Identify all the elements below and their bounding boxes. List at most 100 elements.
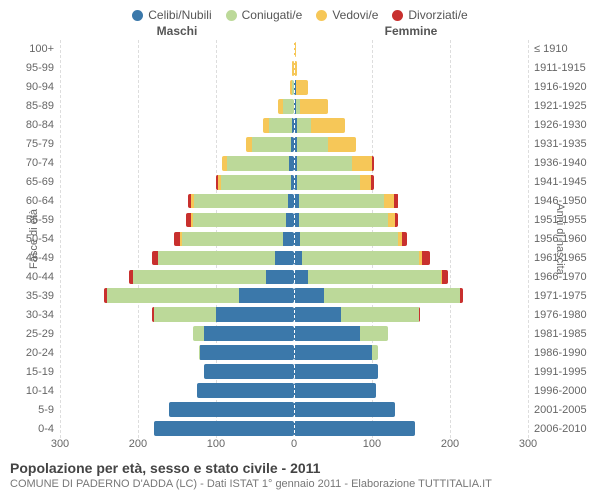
female-side xyxy=(294,362,528,381)
bar-segment xyxy=(294,402,395,417)
female-side xyxy=(294,286,528,305)
age-label: 85-89 xyxy=(10,100,60,112)
age-row: 15-191991-1995 xyxy=(10,362,590,381)
legend-item: Coniugati/e xyxy=(226,8,303,22)
bar-segment xyxy=(275,251,294,266)
female-side xyxy=(294,40,528,59)
female-side xyxy=(294,192,528,211)
female-bar xyxy=(294,80,308,95)
female-side xyxy=(294,305,528,324)
bar-segment xyxy=(221,175,291,190)
legend-swatch xyxy=(226,10,237,21)
bar-segment xyxy=(402,232,407,247)
age-label: 70-74 xyxy=(10,157,60,169)
bar-segment xyxy=(297,118,311,133)
bar-segment xyxy=(442,270,448,285)
female-bar xyxy=(294,402,395,417)
age-row: 75-79 1931-1935 xyxy=(10,135,590,154)
age-label: 95-99 xyxy=(10,62,60,74)
age-label: 65-69 xyxy=(10,176,60,188)
bar-segment xyxy=(300,232,397,247)
birth-year-label: 2001-2005 xyxy=(528,404,590,416)
male-side xyxy=(60,286,294,305)
bar-segment xyxy=(266,270,294,285)
bar-segment xyxy=(308,270,441,285)
y-axis-right-label: Anni di nascita xyxy=(554,203,566,275)
bar-segment xyxy=(302,251,419,266)
birth-year-label: 1916-1920 xyxy=(528,81,590,93)
bar-segment xyxy=(294,61,297,76)
male-bar xyxy=(129,270,294,285)
bar-segment xyxy=(193,326,205,341)
male-bar xyxy=(222,156,294,171)
female-side xyxy=(294,248,528,267)
male-bar xyxy=(152,251,294,266)
female-bar xyxy=(294,421,415,436)
age-label: 30-34 xyxy=(10,309,60,321)
male-side xyxy=(60,40,294,59)
bar-segment xyxy=(294,270,308,285)
bar-segment xyxy=(352,156,372,171)
female-bar xyxy=(294,118,345,133)
male-side xyxy=(60,135,294,154)
male-bar xyxy=(186,213,294,228)
bar-segment xyxy=(422,251,430,266)
bar-segment xyxy=(371,175,374,190)
female-bar xyxy=(294,175,374,190)
x-tick: 100 xyxy=(207,438,225,450)
x-tick: 300 xyxy=(519,438,537,450)
x-axis: 3002001000100200300 xyxy=(10,438,590,456)
age-row: 20-241986-1990 xyxy=(10,343,590,362)
female-bar xyxy=(294,383,376,398)
bar-segment xyxy=(294,421,415,436)
female-bar xyxy=(294,345,378,360)
male-bar xyxy=(199,345,294,360)
legend-swatch xyxy=(132,10,143,21)
bar-segment xyxy=(300,99,328,114)
male-bar xyxy=(204,364,294,379)
male-side xyxy=(60,248,294,267)
male-bar xyxy=(278,99,294,114)
male-side xyxy=(60,230,294,249)
male-side xyxy=(60,419,294,438)
female-side xyxy=(294,381,528,400)
bar-segment xyxy=(294,326,360,341)
male-bar xyxy=(193,326,294,341)
female-bar xyxy=(294,99,328,114)
female-side xyxy=(294,97,528,116)
chart-footer: Popolazione per età, sesso e stato civil… xyxy=(10,460,590,490)
birth-year-label: 1931-1935 xyxy=(528,138,590,150)
age-row: 45-491961-1965 xyxy=(10,248,590,267)
legend: Celibi/NubiliConiugati/eVedovi/eDivorzia… xyxy=(10,8,590,22)
birth-year-label: 1991-1995 xyxy=(528,366,590,378)
bar-segment xyxy=(341,307,419,322)
male-label: Maschi xyxy=(60,24,294,38)
age-row: 0-42006-2010 xyxy=(10,419,590,438)
bar-segment xyxy=(311,118,345,133)
age-label: 35-39 xyxy=(10,290,60,302)
bar-segment xyxy=(193,213,287,228)
female-side xyxy=(294,78,528,97)
bar-segment xyxy=(286,213,294,228)
bar-segment xyxy=(200,345,294,360)
bar-segment xyxy=(204,364,294,379)
bar-segment xyxy=(328,137,355,152)
bar-segment xyxy=(154,307,216,322)
age-row: 70-741936-1940 xyxy=(10,154,590,173)
age-row: 95-991911-1915 xyxy=(10,59,590,78)
male-bar xyxy=(263,118,294,133)
male-bar xyxy=(154,421,294,436)
age-label: 75-79 xyxy=(10,138,60,150)
age-row: 90-941916-1920 xyxy=(10,78,590,97)
bar-segment xyxy=(299,213,389,228)
age-label: 100+ xyxy=(10,43,60,55)
x-tick: 100 xyxy=(363,438,381,450)
male-side xyxy=(60,78,294,97)
female-side xyxy=(294,267,528,286)
bar-segment xyxy=(324,288,460,303)
birth-year-label: 1981-1985 xyxy=(528,328,590,340)
bar-segment xyxy=(384,194,393,209)
female-side xyxy=(294,324,528,343)
female-side xyxy=(294,211,528,230)
age-label: 10-14 xyxy=(10,385,60,397)
